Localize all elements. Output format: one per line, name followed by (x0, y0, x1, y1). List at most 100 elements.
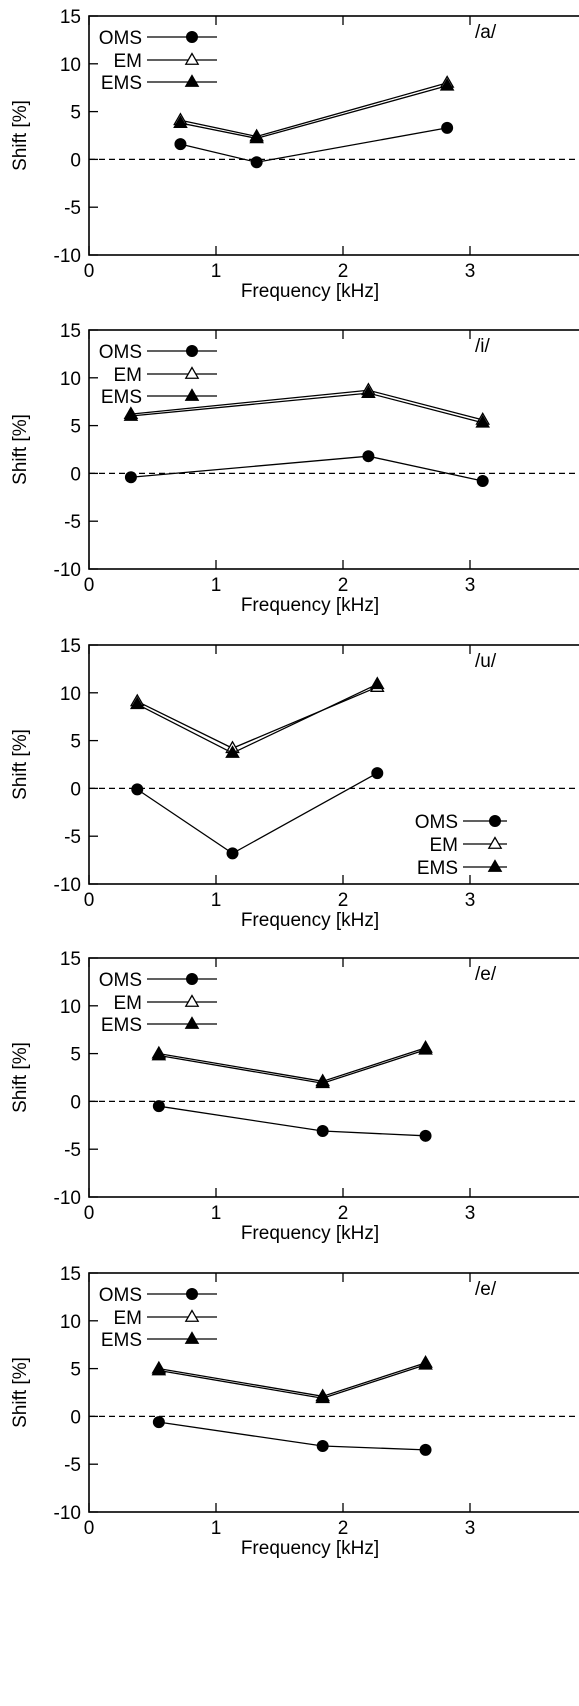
y-tick-label: 5 (70, 417, 81, 438)
x-tick-label: 0 (84, 575, 95, 596)
x-tick-label: 3 (465, 261, 476, 282)
chart-panel-3: -10 -5 0 5 10 15 0 1 2 3 Frequency [kHz] Shift [%] /… (10, 636, 579, 931)
x-axis-label: Frequency [kHz] (241, 281, 379, 302)
data-point (418, 1041, 433, 1055)
x-axis-label: Frequency [kHz] (241, 910, 379, 931)
y-tick-label: -10 (54, 1503, 81, 1524)
series-line-ems (130, 392, 483, 424)
data-point (186, 345, 198, 357)
x-tick-label: 3 (465, 1203, 476, 1224)
y-tick-label: 10 (60, 1312, 81, 1333)
series-line-oms (130, 455, 483, 482)
y-tick-label: -10 (54, 246, 81, 267)
data-point (419, 1443, 432, 1456)
data-point (315, 1075, 330, 1089)
data-point (439, 77, 455, 91)
plot-frame (88, 957, 579, 1198)
data-point (250, 156, 263, 169)
y-axis-label: Shift [%] (10, 1357, 31, 1428)
legend-label: EM (114, 51, 143, 72)
y-tick-label: -10 (54, 1188, 81, 1209)
x-tick-label: 0 (84, 1203, 95, 1224)
x-axis-label: Frequency [kHz] (241, 1223, 379, 1244)
series-line-em (180, 82, 448, 138)
data-point (152, 1100, 165, 1113)
legend-label: OMS (99, 1285, 142, 1306)
y-tick-label: -5 (64, 1140, 81, 1161)
legend-label: OMS (415, 812, 458, 833)
data-point (226, 847, 239, 860)
y-axis-label: Shift [%] (10, 729, 31, 800)
series-line-em (136, 686, 378, 749)
y-tick-label: -5 (64, 827, 81, 848)
data-point (184, 1309, 200, 1322)
data-point (184, 366, 200, 379)
x-axis-label: Frequency [kHz] (241, 1538, 379, 1559)
series-line-oms (158, 1421, 426, 1451)
legend-label: OMS (99, 342, 142, 363)
y-axis-label: Shift [%] (10, 100, 31, 171)
data-point (184, 994, 200, 1007)
data-point (316, 1125, 329, 1138)
y-tick-label: 15 (60, 636, 81, 657)
data-point (184, 388, 200, 401)
vowel-label: /e/ (475, 964, 497, 985)
legend-label: EMS (101, 1015, 142, 1036)
data-point (123, 408, 139, 421)
series-line-oms (180, 127, 448, 163)
y-tick-label: 0 (70, 1407, 81, 1428)
data-point (124, 471, 137, 484)
y-tick-label: 0 (70, 150, 81, 171)
x-tick-label: 1 (211, 1203, 222, 1224)
legend-label: EMS (417, 858, 458, 879)
x-tick-label: 0 (84, 261, 95, 282)
data-point (186, 1288, 198, 1300)
series-line-em (130, 389, 483, 421)
series-line-ems (158, 1364, 426, 1399)
x-tick-label: 0 (84, 1518, 95, 1539)
plot-frame (88, 15, 579, 256)
x-tick-label: 1 (211, 890, 222, 911)
vowel-label: /u/ (475, 651, 497, 672)
y-tick-label: 5 (70, 1045, 81, 1066)
data-point (151, 1362, 167, 1376)
data-point (369, 676, 385, 690)
y-tick-label: 10 (60, 369, 81, 390)
data-point (186, 973, 198, 985)
data-point (184, 74, 200, 87)
series-line-ems (158, 1049, 426, 1084)
data-point (151, 1047, 167, 1061)
chart-panel-4: -10 -5 0 5 10 15 0 1 2 3 Frequency [kHz] Shift [%] /… (10, 949, 579, 1244)
x-tick-label: 1 (211, 575, 222, 596)
y-tick-label: -10 (54, 560, 81, 581)
legend-label: EM (114, 1308, 143, 1329)
data-point (418, 1356, 433, 1370)
x-axis-label: Frequency [kHz] (241, 595, 379, 616)
y-tick-label: 0 (70, 779, 81, 800)
x-tick-label: 3 (465, 1518, 476, 1539)
data-point (476, 475, 489, 488)
x-tick-label: 2 (338, 261, 349, 282)
data-point (184, 1331, 200, 1344)
vowel-label: /i/ (475, 336, 491, 357)
data-point (362, 450, 375, 463)
data-point (186, 31, 198, 43)
data-point (315, 1390, 330, 1404)
y-tick-label: -5 (64, 1455, 81, 1476)
y-tick-label: 15 (60, 321, 81, 342)
y-tick-label: 5 (70, 732, 81, 753)
plot-frame (88, 1272, 579, 1513)
data-point (487, 836, 503, 849)
data-point (129, 696, 145, 710)
y-tick-label: 5 (70, 103, 81, 124)
y-tick-label: 15 (60, 1264, 81, 1285)
x-tick-label: 2 (338, 1518, 349, 1539)
chart-panel-2: -10 -5 0 5 10 15 0 1 2 3 Frequency [kHz] Shift [%] /… (10, 321, 579, 616)
chart-panel-1: -10 -5 0 5 10 15 0 1 2 3 Frequency [kHz] Shift [%] /… (10, 7, 579, 302)
y-tick-label: -5 (64, 512, 81, 533)
